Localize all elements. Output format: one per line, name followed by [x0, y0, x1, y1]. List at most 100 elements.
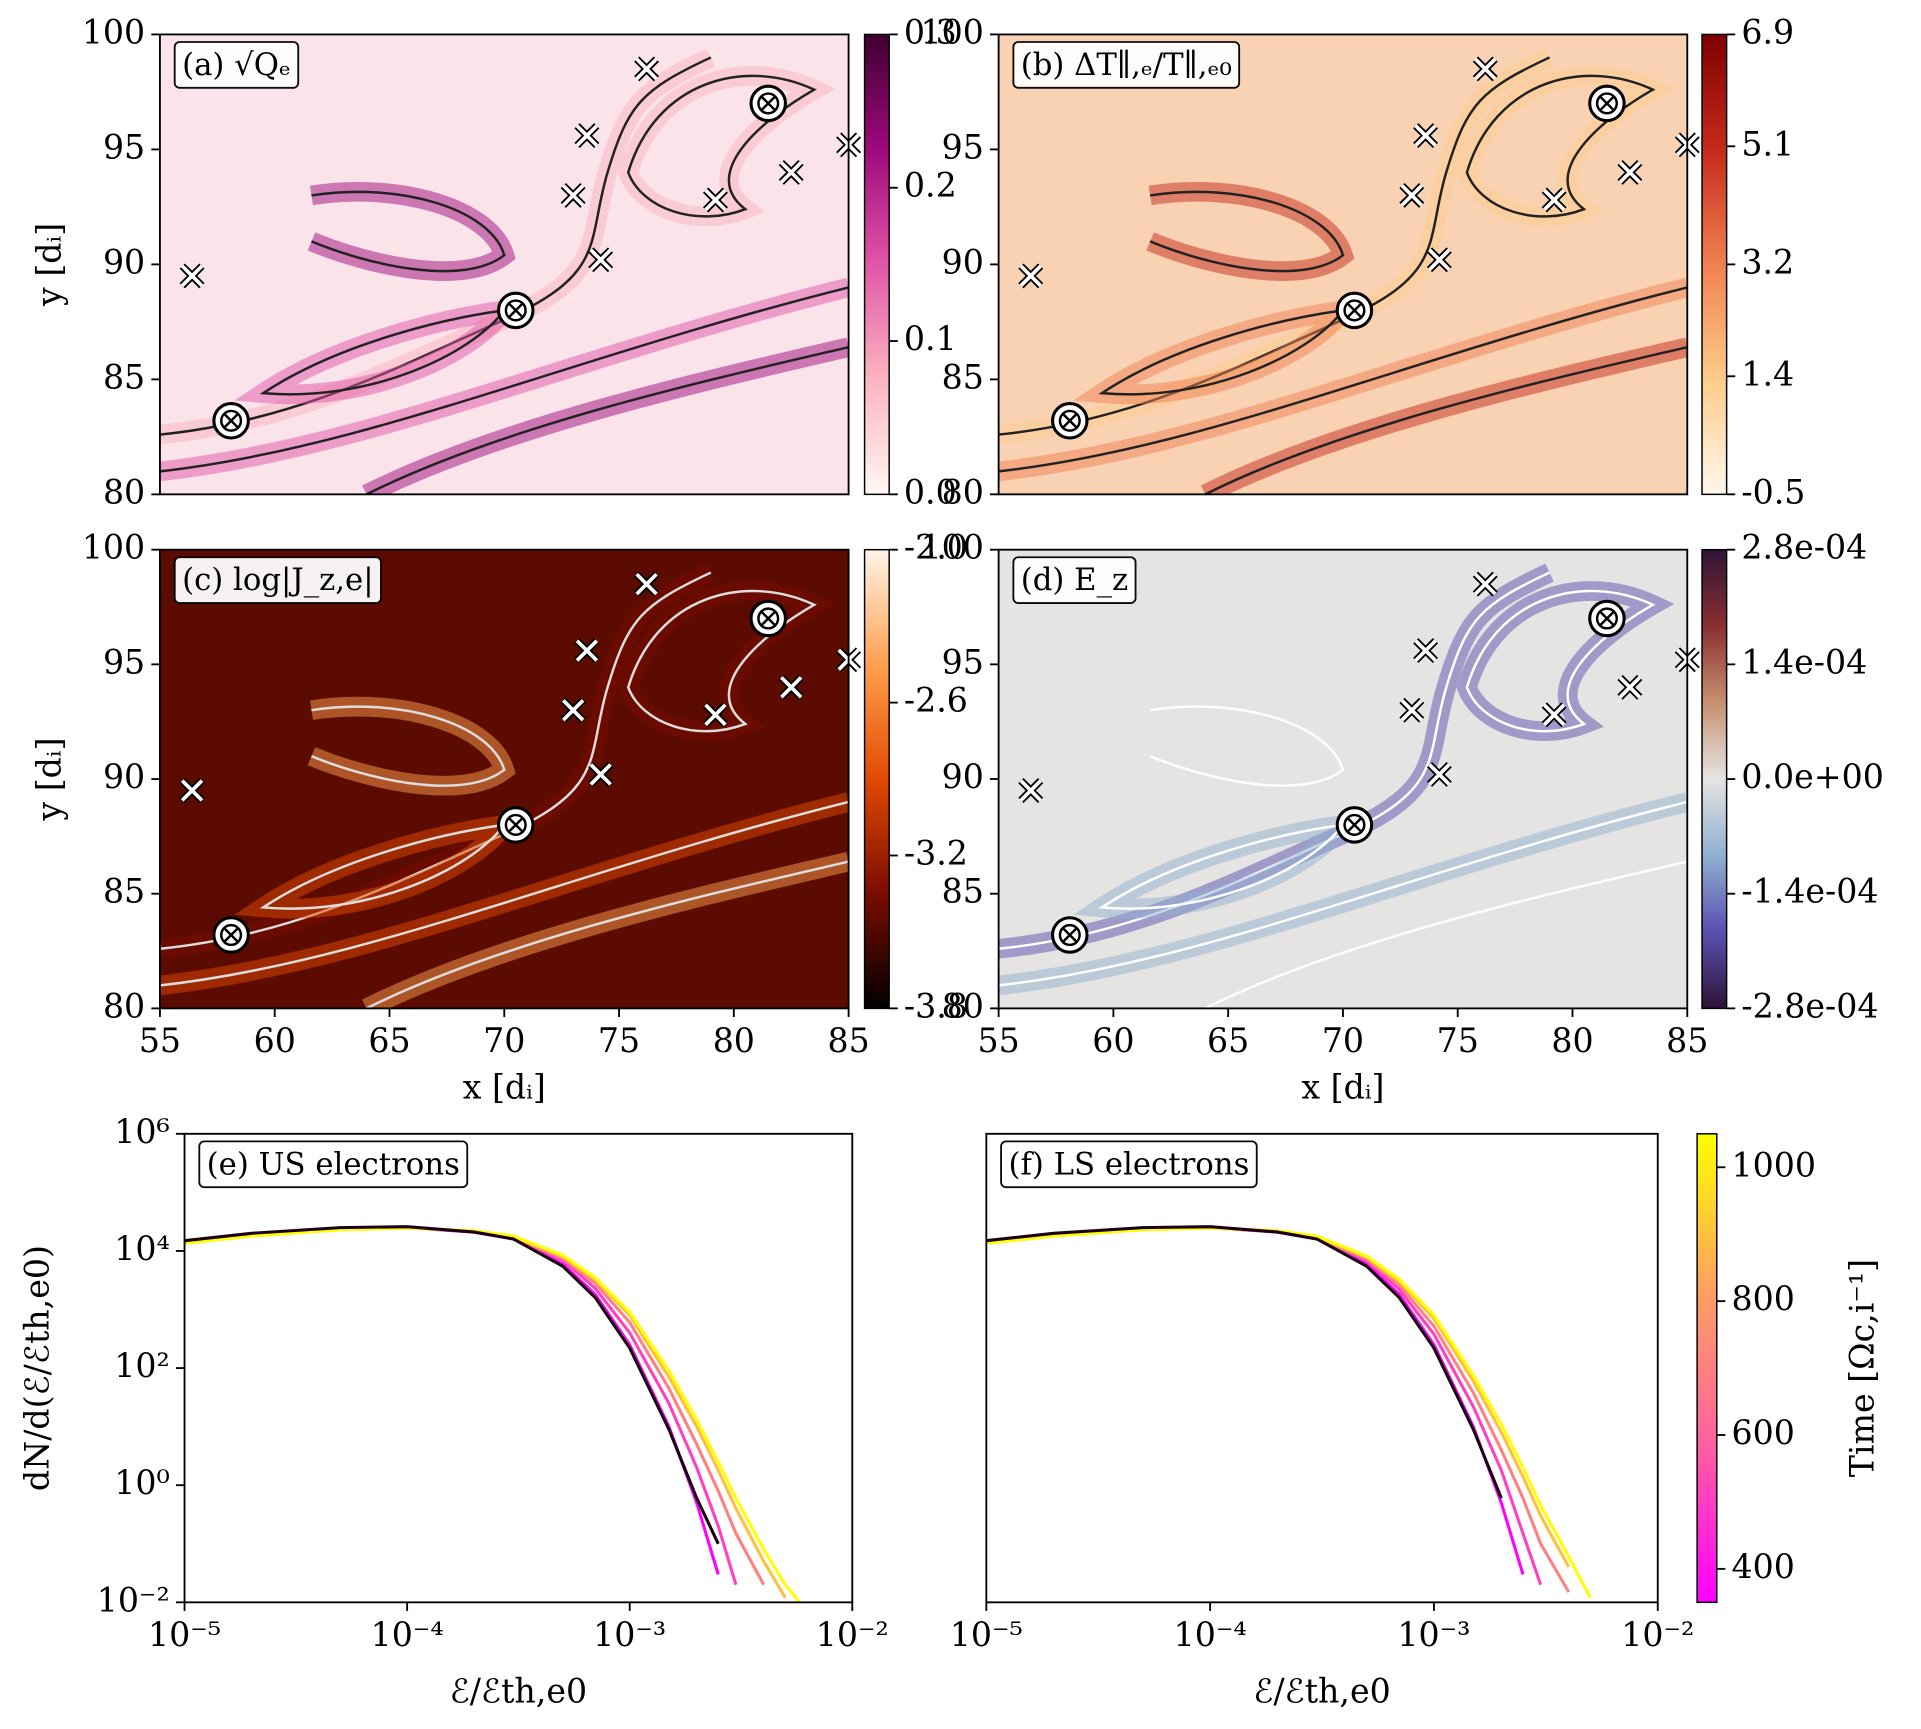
x-point — [703, 702, 728, 728]
contour-line — [1204, 345, 1688, 495]
contour-line — [159, 800, 849, 987]
plot-frame — [985, 1132, 1659, 1604]
y-tick-label: 100 — [82, 528, 145, 567]
x-point — [560, 697, 586, 723]
colorbar-tick-label: 0.1 — [904, 319, 957, 358]
colorbar-tick-label: 0.0 — [904, 472, 957, 511]
x-point — [1426, 247, 1452, 273]
y-tick-label: 95 — [942, 127, 984, 166]
x-tick-label: 75 — [1437, 1021, 1479, 1060]
contours — [159, 563, 849, 1009]
y-tick-label: 100 — [921, 12, 984, 51]
y-tick-label: 85 — [103, 872, 145, 911]
spectrum-line — [184, 1225, 720, 1545]
panel-title: (d) E_z — [1021, 562, 1128, 598]
x-tick-label: 80 — [713, 1021, 755, 1060]
colorbar-tick-label: 400 — [1732, 1547, 1795, 1586]
x-axis-label: ℰ/ℰth,e0 — [450, 1671, 587, 1710]
colorbar-tick-label: -3.2 — [904, 833, 968, 872]
x-tick-label: 10⁻³ — [593, 1615, 666, 1654]
contour-line — [626, 589, 817, 733]
contour-line — [626, 74, 817, 218]
y-tick-label: 85 — [942, 357, 984, 396]
panel: 10⁻⁵ 10⁻⁴ 10⁻³ 10⁻² 10⁻² 10⁰ 10² 10⁴ 10⁶ ℰ/ℰth,e0… — [17, 1112, 888, 1711]
spectrum-line — [986, 1225, 1503, 1499]
title-box — [1012, 41, 1241, 89]
contour-line — [1149, 190, 1345, 273]
x-point — [1399, 697, 1425, 723]
x-axis-label: x [dᵢ] — [1301, 1068, 1384, 1107]
colorbar-tick-label: -2.6 — [904, 681, 968, 720]
x-point — [778, 674, 804, 700]
contour-line — [1465, 74, 1656, 218]
x-point — [1018, 778, 1044, 803]
colorbar-tick-label: -0.5 — [1741, 472, 1805, 511]
panel: 80 85 90 95 100 y [dᵢ] (a) √Qₑ 0.0 0.1 0.2 0.3 — [30, 12, 957, 511]
x-axis-label: ℰ/ℰth,e0 — [1253, 1671, 1390, 1710]
colorbar — [1696, 1133, 1718, 1604]
o-point — [212, 402, 250, 440]
contour-line — [998, 286, 1688, 473]
o-point — [1588, 84, 1626, 123]
panel-title: (f) LS electrons — [1008, 1146, 1249, 1182]
contour-line — [1465, 589, 1656, 733]
x-point — [1541, 702, 1567, 728]
o-point — [1051, 402, 1089, 440]
y-tick-label: 90 — [942, 242, 984, 281]
y-tick-label: 95 — [103, 127, 145, 166]
x-point — [1413, 638, 1439, 664]
colorbar — [1701, 33, 1728, 496]
y-tick-label: 10⁴ — [114, 1229, 170, 1268]
x-tick-label: 70 — [1322, 1021, 1364, 1060]
o-point — [1588, 599, 1626, 638]
colorbar-tick-label: 600 — [1732, 1413, 1795, 1452]
colorbar-tick-label: 0.2 — [904, 166, 957, 205]
x-point — [1399, 182, 1425, 208]
x-point — [778, 159, 804, 185]
contour-line — [1204, 860, 1688, 1009]
panel-title: (b) ΔT∥,ₑ/T∥,ₑ₀ — [1021, 47, 1232, 83]
o-point — [1051, 916, 1089, 954]
x-tick-label: 65 — [368, 1021, 410, 1060]
x-tick-label: 80 — [1551, 1021, 1593, 1060]
x-point — [560, 182, 586, 208]
x-point — [574, 638, 600, 664]
contour-line — [365, 345, 849, 495]
x-tick-label: 10⁻⁴ — [371, 1615, 444, 1654]
x-point — [1472, 56, 1498, 82]
y-axis-label: dN/d(ℰ/ℰth,e0) — [17, 1245, 56, 1491]
colorbar-tick-label: -2.0 — [904, 528, 968, 567]
colorbar-tick-label: 1000 — [1732, 1145, 1816, 1184]
spectrum-line — [184, 1226, 801, 1604]
o-point — [496, 806, 535, 844]
colorbar-tick-label: 800 — [1732, 1279, 1795, 1318]
colorbar-tick-label: 3.2 — [1741, 242, 1794, 281]
x-point — [1472, 571, 1498, 597]
x-tick-label: 60 — [1092, 1021, 1134, 1060]
x-point — [1426, 762, 1452, 787]
x-tick-label: 10⁻⁵ — [950, 1615, 1023, 1654]
colorbar-tick-label: 1.4 — [1741, 354, 1794, 393]
x-tick-label: 10⁻⁵ — [148, 1615, 221, 1654]
y-tick-label: 80 — [942, 472, 984, 511]
x-point — [588, 762, 614, 787]
y-axis-label: y [dᵢ] — [30, 737, 69, 821]
panel-title: (a) √Qₑ — [182, 47, 291, 83]
x-tick-label: 10⁻² — [1621, 1615, 1694, 1654]
x-point — [1413, 123, 1439, 149]
y-tick-label: 10⁶ — [114, 1112, 170, 1151]
panel: 55 60 65 70 75 80 85 80 85 90 95 100 x [dᵢ] y [dᵢ] (c)… — [30, 528, 968, 1107]
x-point — [634, 56, 660, 82]
o-point — [212, 916, 250, 954]
y-tick-label: 90 — [103, 757, 145, 796]
panel: 10⁻⁵ 10⁻⁴ 10⁻³ 10⁻² ℰ/ℰth,e0 (f) LS electrons… — [950, 1132, 1881, 1710]
y-tick-label: 10² — [114, 1346, 170, 1385]
x-point — [1617, 674, 1643, 700]
contour-line — [365, 860, 849, 1009]
y-tick-label: 80 — [103, 986, 145, 1025]
x-point — [588, 247, 614, 273]
contour-line — [998, 800, 1688, 987]
x-point — [574, 123, 600, 149]
x-point — [1541, 187, 1567, 213]
